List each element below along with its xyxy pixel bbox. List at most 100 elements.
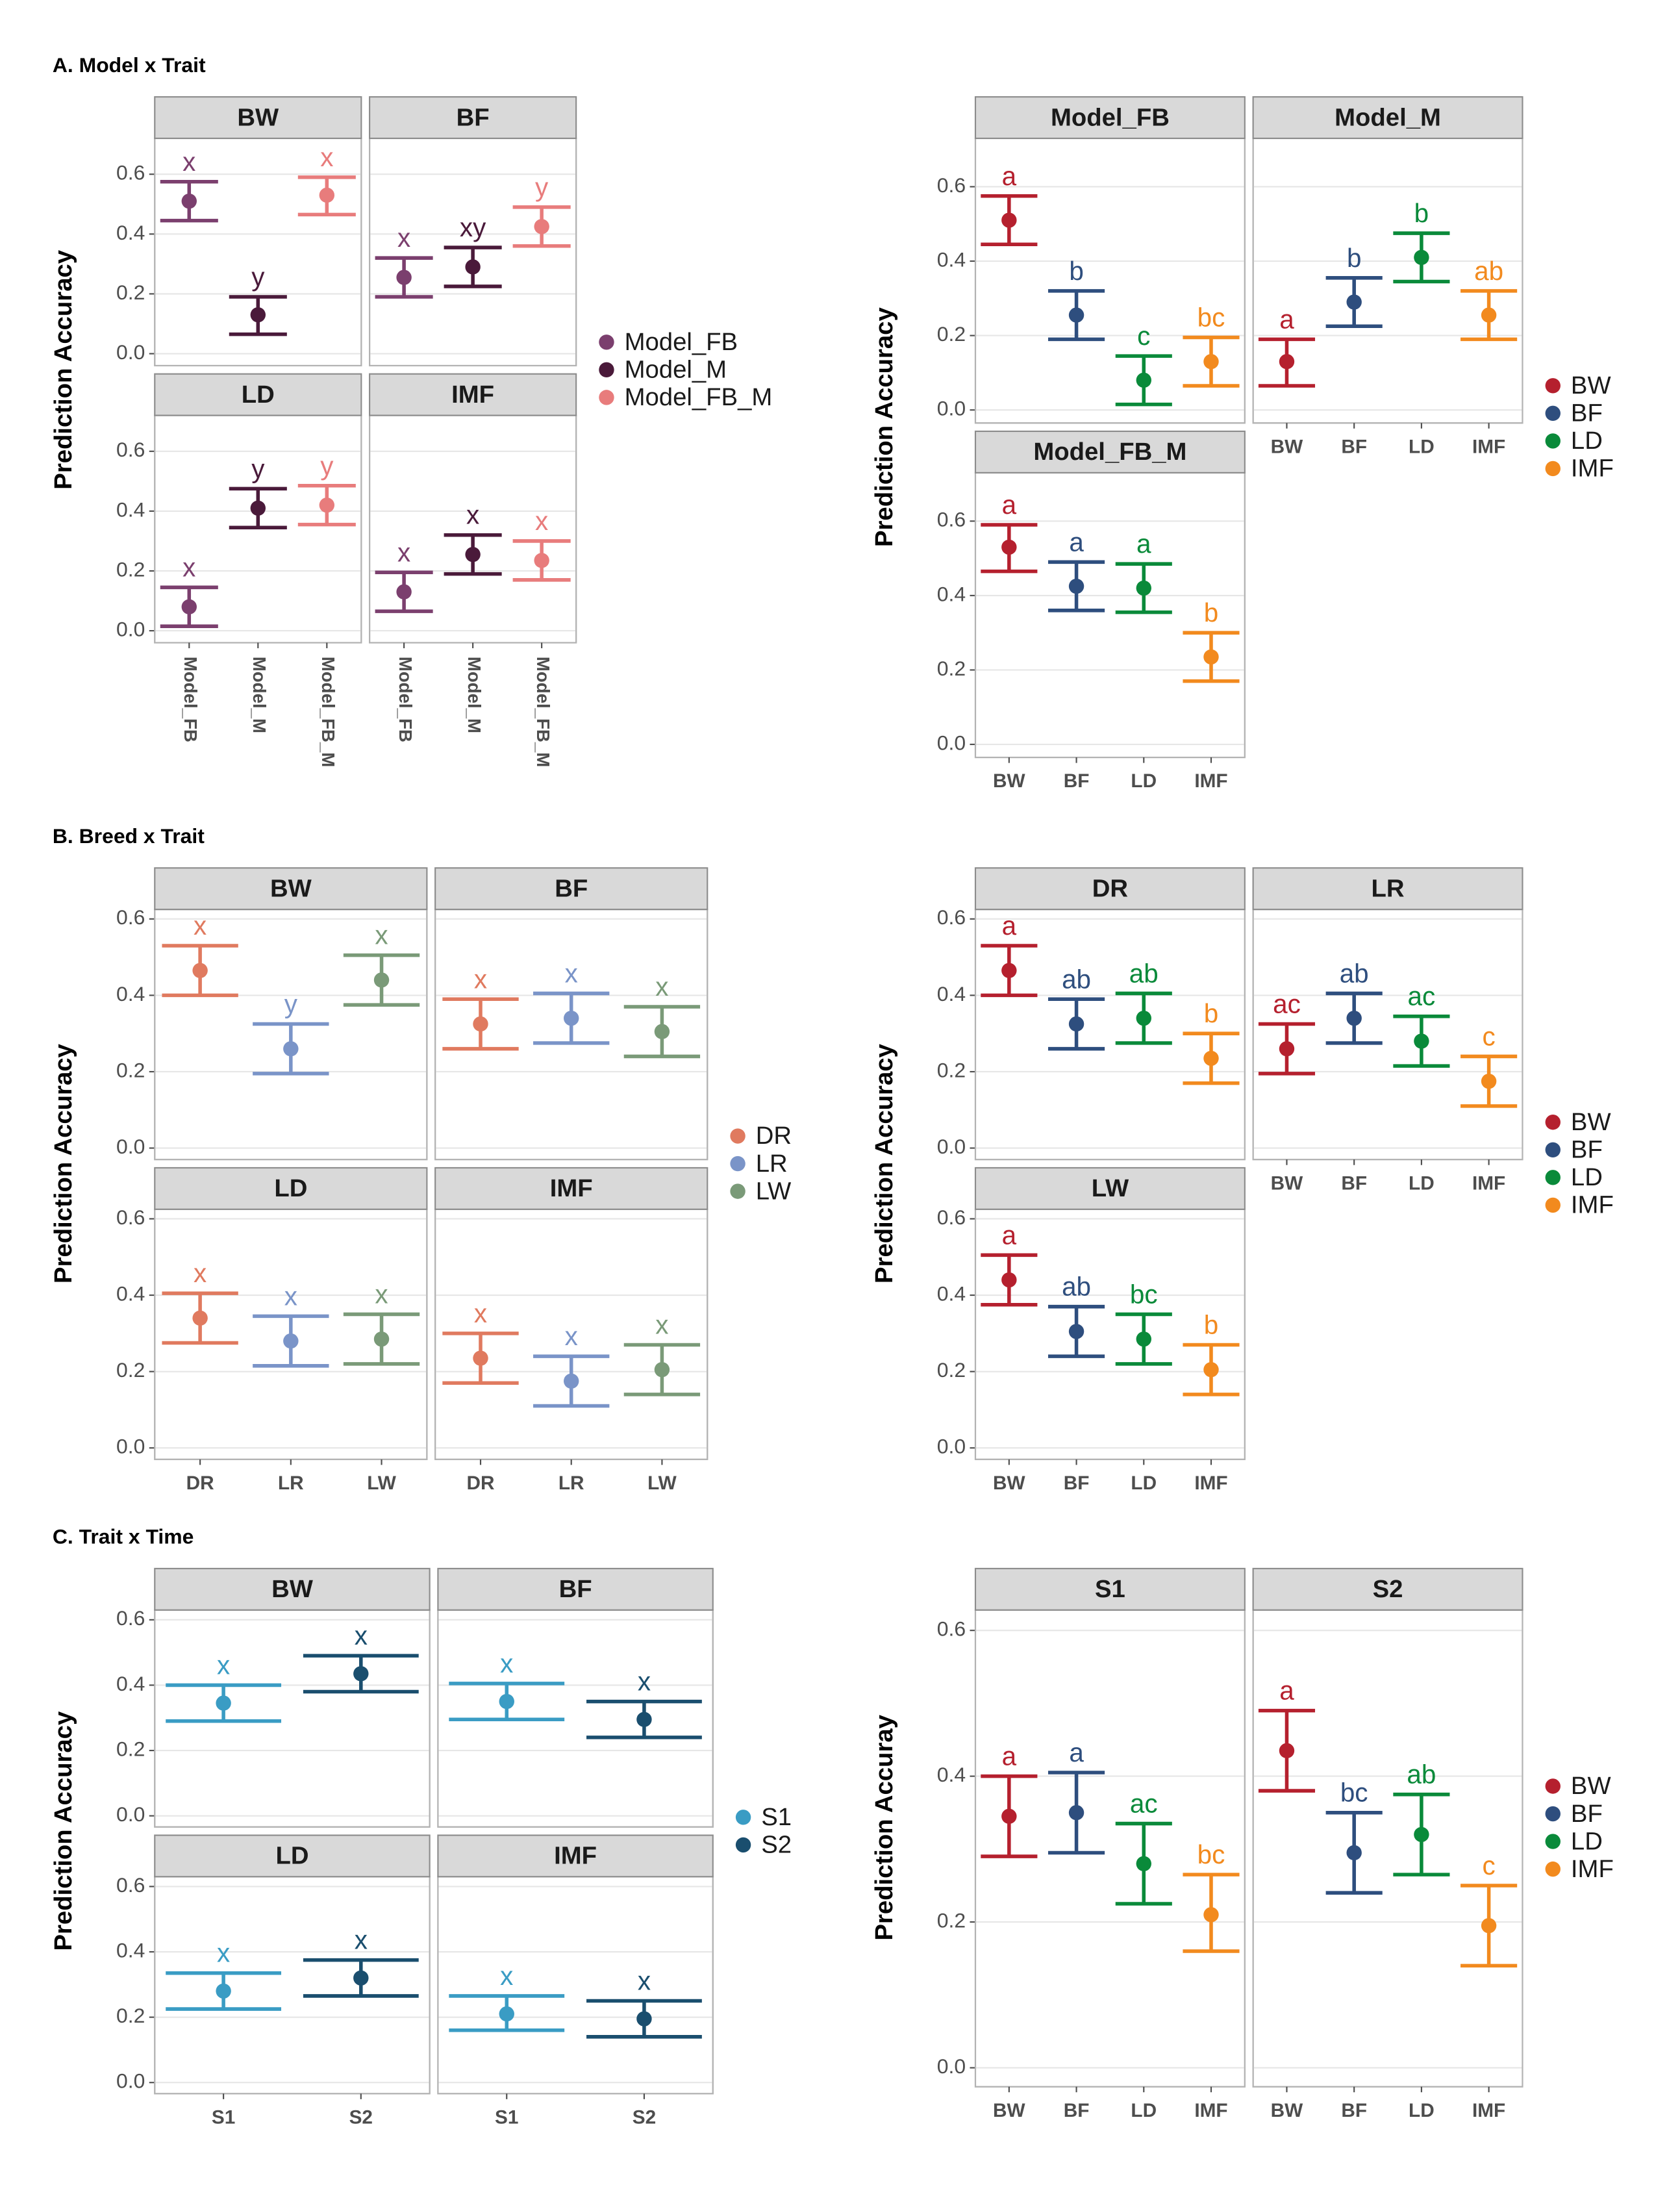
legend-label: Model_FB (625, 328, 738, 356)
legend-label: IMF (1571, 455, 1614, 483)
point (353, 1970, 369, 1986)
facet-strip (154, 867, 428, 911)
x-tick-label: BW (993, 770, 1025, 792)
facet-strip (974, 430, 1246, 474)
point (181, 599, 197, 614)
x-tick-label: IMF (1472, 2100, 1505, 2121)
letter-label: x (217, 1650, 230, 1680)
point (1203, 1361, 1219, 1378)
y-tick-label: 0.6 (937, 508, 966, 531)
facet-title: BW (271, 1575, 314, 1603)
y-axis-label: Prediction Accuray (870, 1714, 898, 1940)
legend-key (1545, 1115, 1561, 1130)
point (319, 187, 335, 203)
letter-label: y (320, 451, 334, 481)
legend-label: LW (756, 1177, 792, 1205)
facet-title: Model_FB (1051, 103, 1170, 131)
legend-key (599, 335, 614, 350)
facet-title: Model_M (1335, 103, 1441, 131)
point (192, 1310, 208, 1326)
y-tick-label: 0.2 (116, 557, 145, 581)
letter-label: a (1069, 527, 1084, 557)
point (1068, 307, 1084, 323)
panel-background (974, 1208, 1246, 1460)
point (353, 1666, 369, 1682)
letter-label: x (355, 1621, 368, 1650)
point (1136, 372, 1151, 388)
x-tick-label: LW (367, 1472, 397, 1494)
legend-label: LD (1571, 427, 1603, 455)
letter-label: bc (1197, 302, 1225, 332)
letter-label: c (1483, 1850, 1496, 1880)
letter-label: y (284, 989, 298, 1018)
point (1136, 1010, 1151, 1026)
legend-label: LR (756, 1150, 788, 1178)
letter-label: x (474, 964, 487, 994)
legend-key (1545, 433, 1561, 449)
point (654, 1361, 670, 1378)
letter-label: x (182, 147, 195, 177)
facet-title: IMF (550, 1174, 593, 1202)
letter-label: x (500, 1961, 513, 1991)
y-tick-label: 0.4 (937, 582, 966, 605)
facet-title: LD (242, 381, 275, 409)
facet-strip (434, 1167, 708, 1210)
panel-background (974, 472, 1246, 759)
y-tick-label: 0.2 (116, 1058, 145, 1081)
letter-label: ac (1273, 989, 1301, 1018)
panel-title: A. Model x Trait (53, 53, 206, 77)
point (1203, 1050, 1219, 1067)
letter-label: a (1136, 529, 1151, 559)
point (1068, 578, 1084, 594)
point (1001, 963, 1017, 978)
x-tick-label: S2 (633, 2107, 656, 2128)
letter-label: a (1279, 1676, 1294, 1706)
point (1001, 1272, 1017, 1288)
panel-background (437, 1876, 714, 2095)
facet-title: Model_FB_M (1033, 438, 1186, 466)
letter-label: ab (1340, 958, 1369, 988)
point (1279, 1743, 1295, 1759)
legend-label: BF (1571, 1800, 1603, 1828)
facet-strip (1252, 1567, 1523, 1611)
y-tick-label: 0.6 (116, 438, 145, 461)
legend-label: Model_M (625, 356, 727, 384)
facet-title: BF (559, 1575, 592, 1603)
x-tick-label: Model_M (249, 657, 270, 733)
y-tick-label: 0.4 (937, 1763, 966, 1786)
x-tick-label: BF (1064, 770, 1090, 792)
point (473, 1016, 488, 1032)
letter-label: a (1069, 1737, 1084, 1767)
y-tick-label: 0.4 (937, 247, 966, 271)
x-tick-label: BW (993, 1472, 1025, 1494)
letter-label: bc (1340, 1778, 1368, 1808)
point (465, 546, 481, 562)
y-tick-label: 0.2 (937, 1908, 966, 1932)
y-tick-label: 0.2 (116, 1737, 145, 1760)
facet-strip (1252, 96, 1523, 140)
x-tick-label: BF (1341, 436, 1367, 457)
y-tick-label: 0.6 (937, 1617, 966, 1641)
x-tick-label: Model_FB_M (318, 657, 338, 767)
x-tick-label: BW (1271, 436, 1303, 457)
facet-title: IMF (451, 381, 494, 409)
letter-label: ab (1062, 1272, 1091, 1302)
legend-key (730, 1156, 746, 1172)
point (1414, 1826, 1429, 1843)
legend-label: IMF (1571, 1191, 1614, 1219)
x-tick-label: DR (467, 1472, 495, 1494)
point (1481, 1073, 1497, 1089)
y-tick-label: 0.0 (937, 397, 966, 420)
x-tick-label: LW (647, 1472, 677, 1494)
legend-key (1545, 1142, 1561, 1157)
legend-key (1545, 461, 1561, 477)
letter-label: x (397, 537, 410, 567)
panel-background (1252, 1609, 1523, 2088)
legend-label: LD (1571, 1827, 1603, 1855)
facet-title: S1 (1095, 1575, 1125, 1603)
letter-label: xy (460, 212, 486, 242)
letter-label: x (284, 1281, 297, 1311)
x-tick-label: Model_FB (181, 657, 201, 742)
x-tick-label: Model_M (464, 657, 484, 733)
point (654, 1024, 670, 1039)
